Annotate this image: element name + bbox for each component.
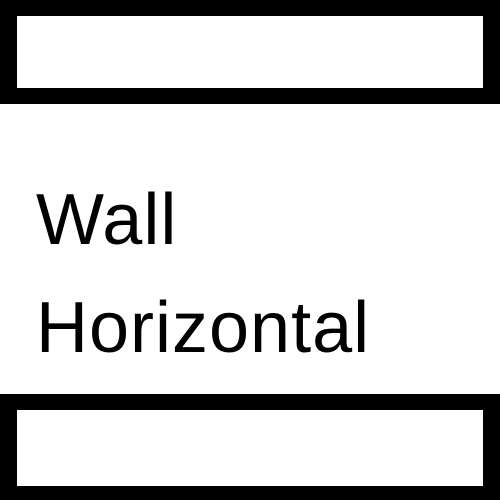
top-wall-inner bbox=[17, 16, 483, 88]
tile-label-line-2: Horizontal bbox=[36, 288, 371, 368]
bottom-wall-inner bbox=[17, 410, 483, 486]
tile-label-line-1: Wall bbox=[36, 180, 178, 260]
top-wall-segment bbox=[0, 0, 500, 104]
bottom-wall-segment bbox=[0, 394, 500, 500]
tile-label: Wall Horizontal bbox=[36, 166, 370, 382]
